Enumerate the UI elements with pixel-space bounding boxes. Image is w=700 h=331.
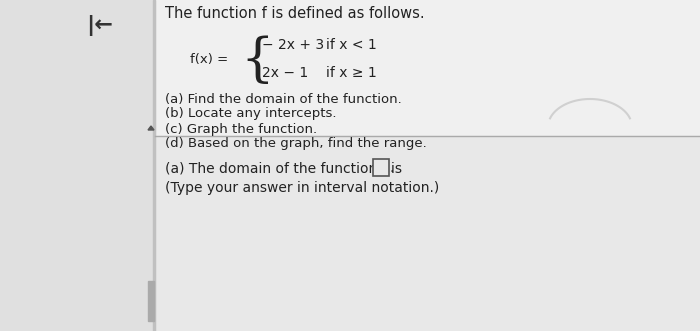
Text: 2x − 1: 2x − 1 bbox=[262, 66, 308, 80]
Bar bbox=[155, 0, 700, 136]
Bar bbox=[0, 0, 155, 331]
Text: (a) The domain of the function f is: (a) The domain of the function f is bbox=[165, 161, 402, 175]
Text: The function f is defined as follows.: The function f is defined as follows. bbox=[165, 6, 425, 21]
Text: {: { bbox=[240, 34, 274, 85]
Text: (c) Graph the function.: (c) Graph the function. bbox=[165, 122, 317, 135]
Text: − 2x + 3: − 2x + 3 bbox=[262, 38, 324, 52]
Bar bbox=[148, 281, 154, 321]
Text: (b) Locate any intercepts.: (b) Locate any intercepts. bbox=[165, 108, 337, 120]
Text: if x < 1: if x < 1 bbox=[326, 38, 377, 52]
Bar bbox=[153, 0, 155, 331]
Text: (Type your answer in interval notation.): (Type your answer in interval notation.) bbox=[165, 181, 440, 195]
Text: (d) Based on the graph, find the range.: (d) Based on the graph, find the range. bbox=[165, 137, 427, 151]
Text: f(x) =: f(x) = bbox=[190, 53, 232, 66]
Text: if x ≥ 1: if x ≥ 1 bbox=[326, 66, 377, 80]
Bar bbox=[155, 136, 700, 331]
Polygon shape bbox=[148, 126, 154, 130]
Text: .: . bbox=[390, 161, 394, 175]
Bar bbox=[372, 159, 389, 176]
Text: (a) Find the domain of the function.: (a) Find the domain of the function. bbox=[165, 92, 402, 106]
Text: |←: |← bbox=[87, 16, 113, 36]
